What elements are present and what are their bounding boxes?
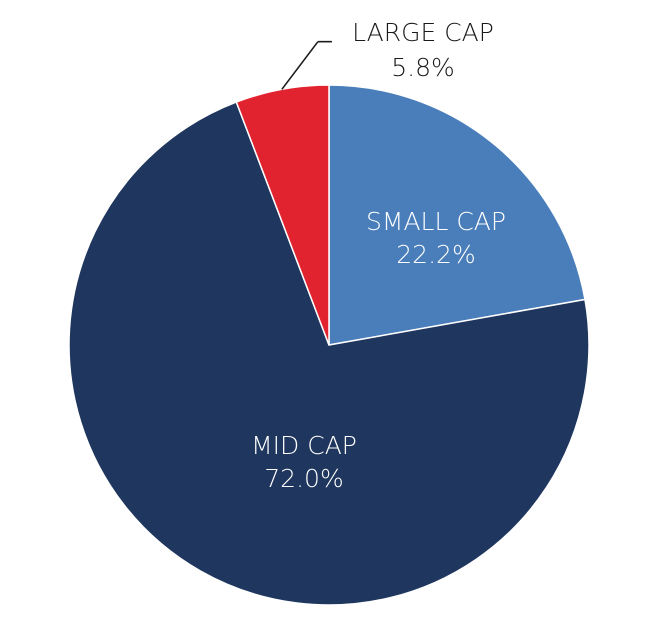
small-cap-label: SMALL CAP	[366, 207, 506, 236]
small-cap-value: 22.2%	[396, 240, 475, 269]
small-cap-slice	[328, 84, 586, 346]
large-cap-leader-line	[281, 41, 319, 90]
pie-slices	[68, 84, 590, 606]
mid-cap-label: MID CAP	[251, 431, 357, 460]
large-cap-value: 5.8%	[391, 53, 455, 82]
large-cap-slice	[235, 84, 330, 346]
mid-cap-slice	[68, 101, 590, 606]
mid-cap-value: 72.0%	[264, 464, 343, 493]
large-cap-label: LARGE CAP	[352, 18, 494, 47]
